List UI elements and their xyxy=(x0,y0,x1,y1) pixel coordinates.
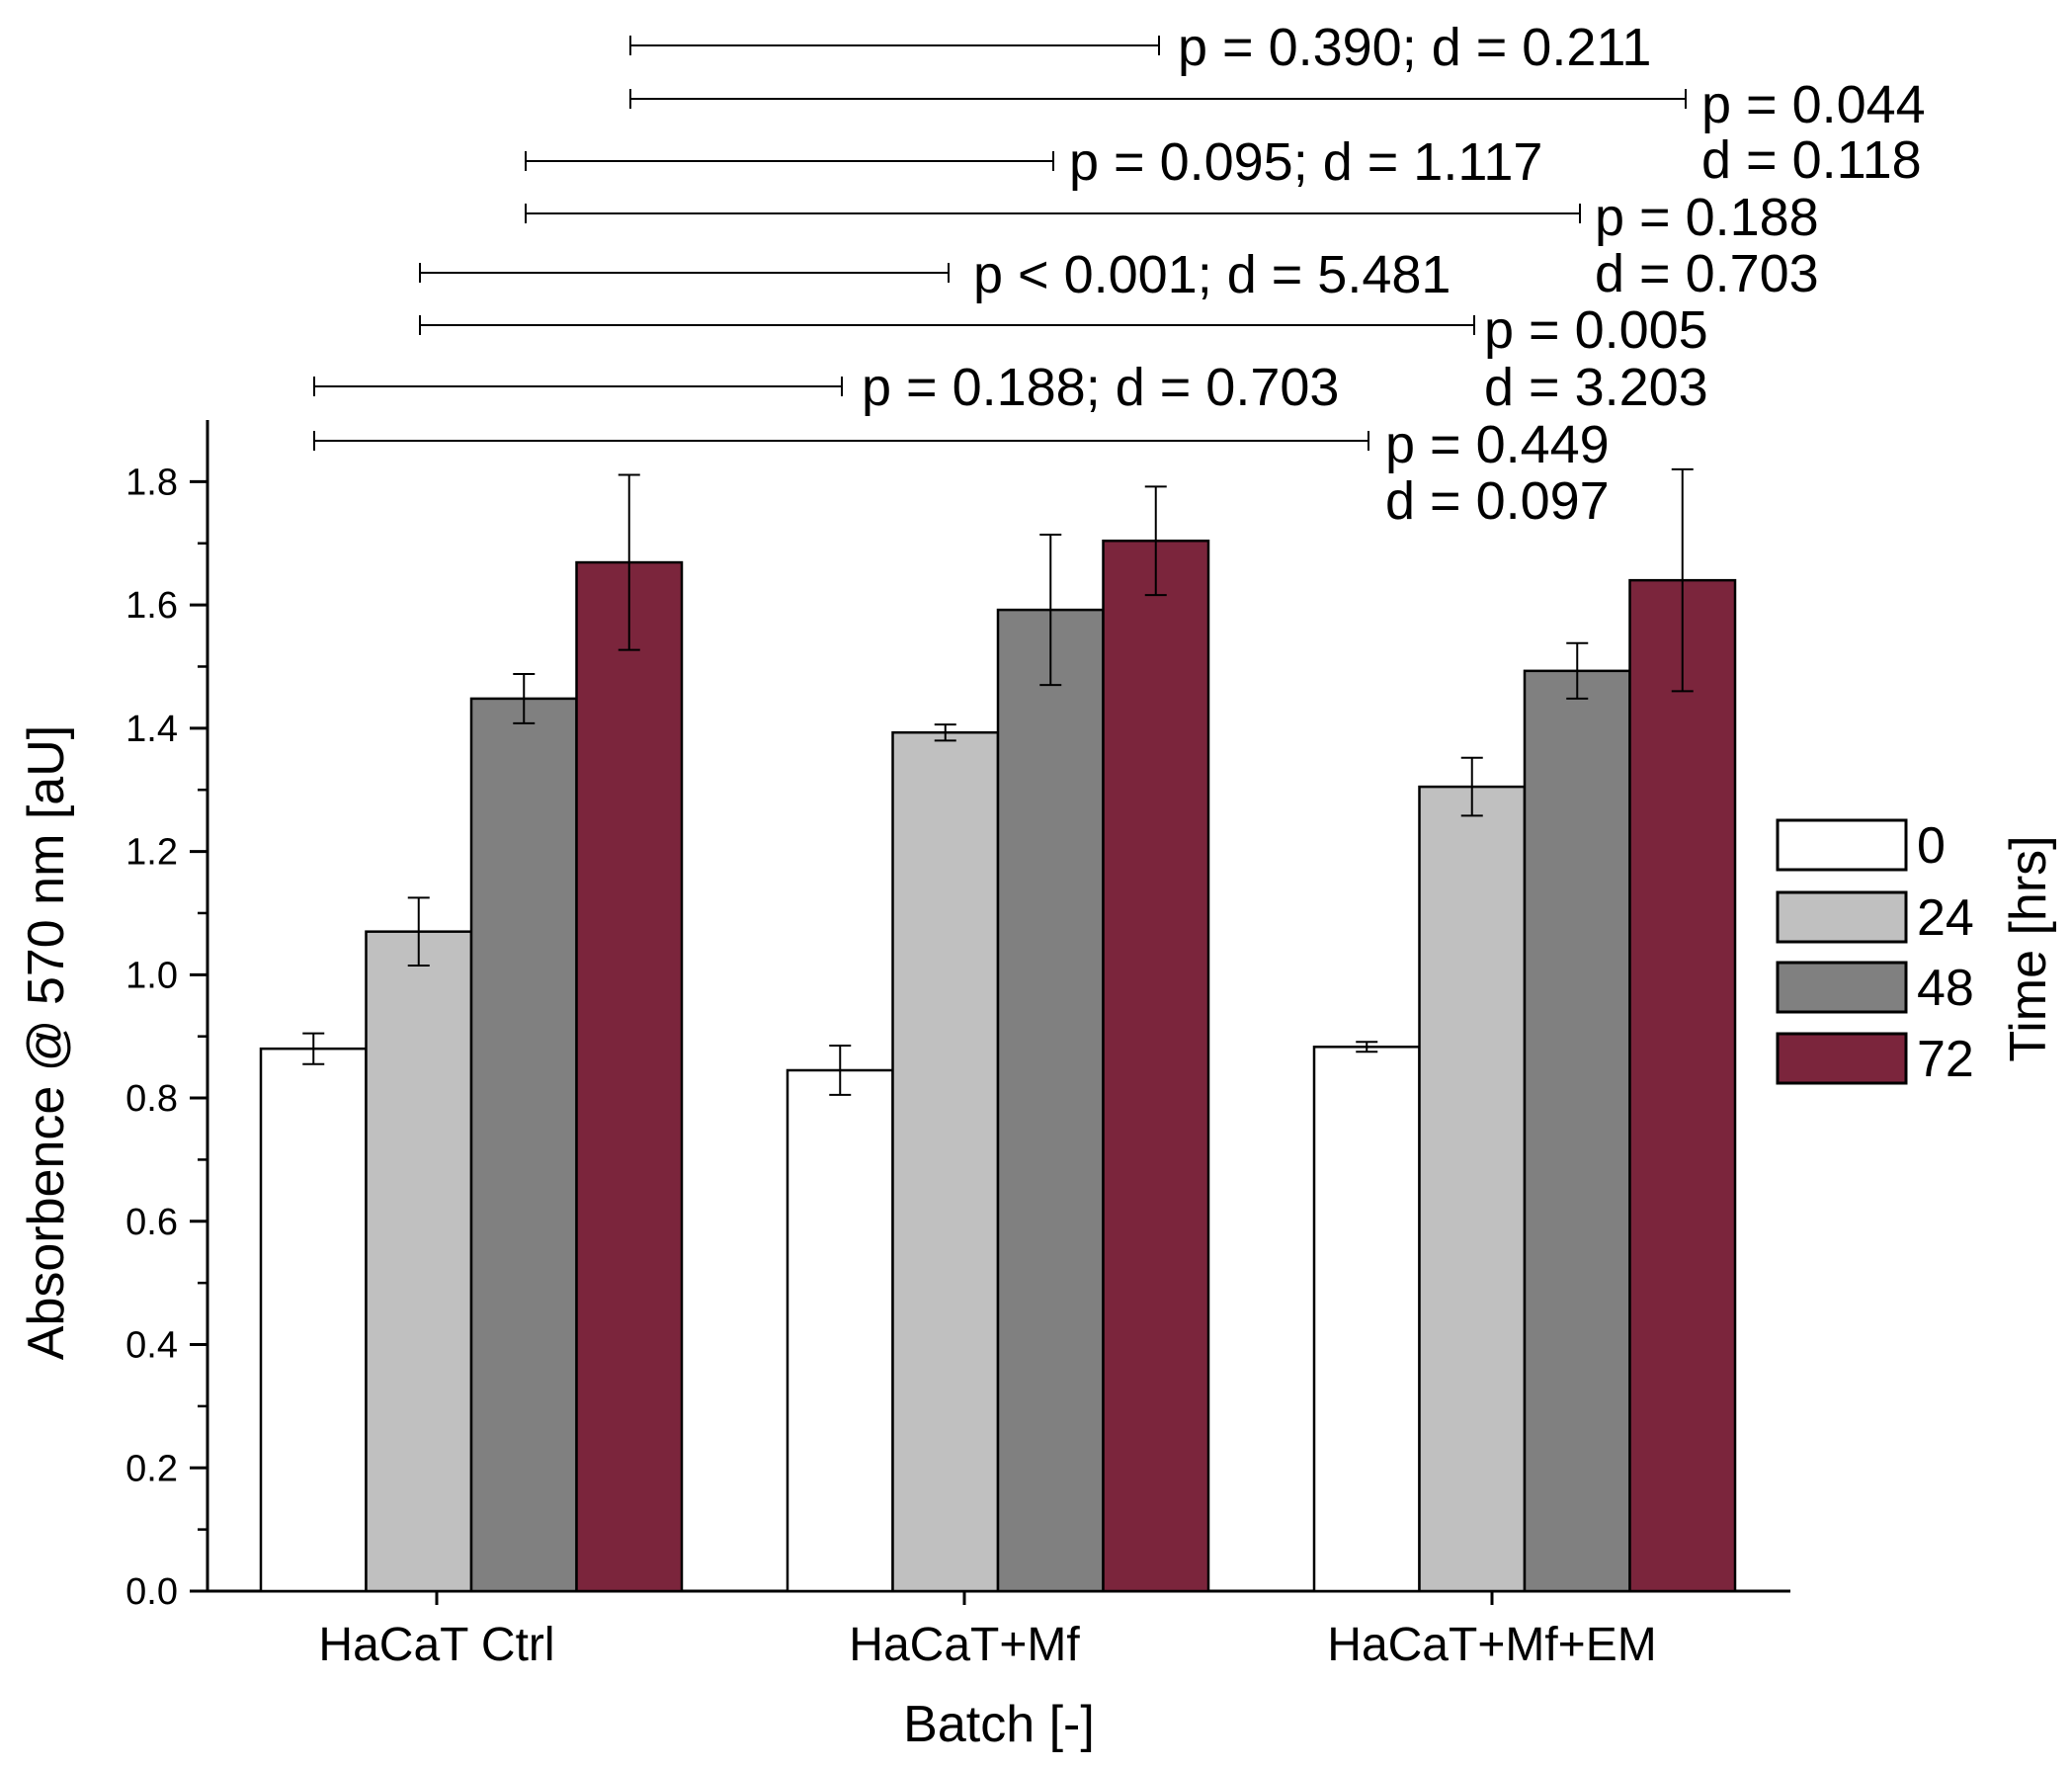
significance-label: p = 0.188 xyxy=(1595,188,1819,247)
legend-swatch-48 xyxy=(1776,961,1908,1014)
bar-hacat-ctrl-24h xyxy=(365,930,473,1593)
bar-hacat-mf-24h xyxy=(891,730,1000,1593)
x-category-label: HaCaT+Mf+EM xyxy=(1327,1619,1656,1671)
significance-label-line2: d = 0.118 xyxy=(1701,130,1922,190)
legend-title: Time [hrs] xyxy=(2000,835,2057,1061)
bar-hacat-mf-em-0h xyxy=(1312,1046,1421,1593)
y-tick-label: 1.2 xyxy=(125,832,178,874)
y-tick-label: 1.0 xyxy=(125,955,178,996)
x-category-label: HaCaT+Mf xyxy=(849,1619,1080,1671)
legend: 0 24 48 72 xyxy=(1776,817,1974,1088)
legend-label-72: 72 xyxy=(1917,1031,1974,1088)
y-tick-label: 1.4 xyxy=(125,709,178,750)
y-tick-label: 0.2 xyxy=(125,1448,178,1489)
bar-hacat-ctrl-72h xyxy=(575,560,684,1593)
legend-label-24: 24 xyxy=(1917,889,1974,947)
y-tick-label: 0.0 xyxy=(125,1571,178,1613)
y-tick-label: 0.6 xyxy=(125,1202,178,1243)
bar-hacat-ctrl-0h xyxy=(259,1047,368,1593)
x-categories: HaCaT Ctrl HaCaT+Mf HaCaT+Mf+EM xyxy=(318,1591,1657,1671)
significance-label: p = 0.449 xyxy=(1385,415,1610,474)
significance-label-line2: d = 0.097 xyxy=(1385,471,1610,531)
y-tick-label: 0.4 xyxy=(125,1325,178,1367)
significance-label: p < 0.001; d = 5.481 xyxy=(973,245,1450,304)
y-tick-label: 1.8 xyxy=(125,462,178,503)
bar-hacat-mf-48h xyxy=(996,608,1105,1593)
significance-label: p = 0.390; d = 0.211 xyxy=(1178,18,1651,77)
x-axis-title: Batch [-] xyxy=(903,1696,1095,1753)
bar-hacat-mf-72h xyxy=(1102,539,1210,1593)
x-category-label: HaCaT Ctrl xyxy=(318,1619,554,1671)
bar-hacat-mf-em-72h xyxy=(1628,578,1737,1593)
y-ticks: 0.0 0.2 0.4 0.6 0.8 1.0 1.2 1.4 1.6 1.8 xyxy=(125,462,207,1613)
y-tick-label: 0.8 xyxy=(125,1078,178,1120)
significance-label: p = 0.044 xyxy=(1701,75,1926,134)
bar-hacat-ctrl-48h xyxy=(469,697,578,1593)
bar-hacat-mf-em-24h xyxy=(1418,785,1527,1593)
legend-label-0: 0 xyxy=(1917,817,1946,875)
significance-label: p = 0.005 xyxy=(1484,300,1708,360)
bar-hacat-mf-0h xyxy=(786,1068,894,1593)
y-axis-title: Absorbence @ 570 nm [aU] xyxy=(18,725,75,1360)
legend-label-48: 48 xyxy=(1917,960,1974,1017)
bars xyxy=(259,467,1737,1593)
y-tick-label: 1.6 xyxy=(125,585,178,627)
significance-label: p = 0.188; d = 0.703 xyxy=(862,358,1339,417)
legend-swatch-24 xyxy=(1776,890,1908,944)
significance-label-line2: d = 0.703 xyxy=(1595,244,1819,303)
legend-swatch-72 xyxy=(1776,1032,1908,1085)
bar-hacat-mf-em-48h xyxy=(1523,669,1631,1593)
significance-label-line2: d = 3.203 xyxy=(1484,358,1708,417)
significance-label: p = 0.095; d = 1.117 xyxy=(1069,132,1542,192)
legend-swatch-0 xyxy=(1776,818,1908,872)
